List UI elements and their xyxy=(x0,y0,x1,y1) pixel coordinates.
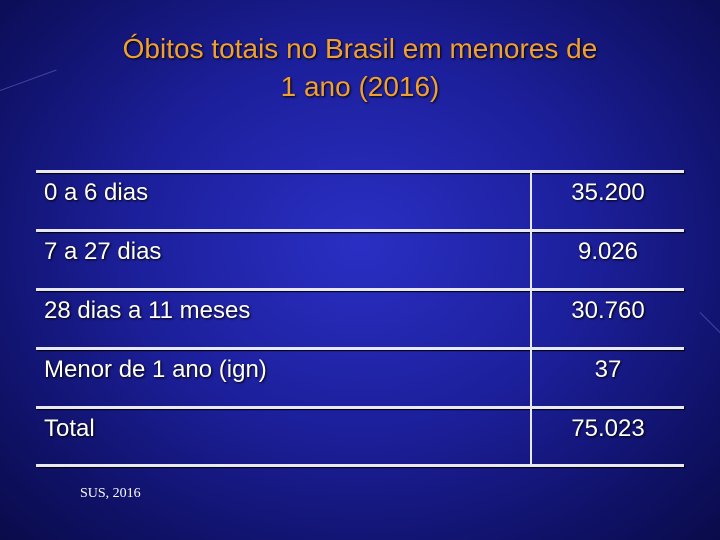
table-rule xyxy=(36,406,684,409)
row-value: 37 xyxy=(594,356,622,383)
table-column-divider xyxy=(530,170,532,465)
row-value: 9.026 xyxy=(577,238,639,265)
row-label: 7 a 27 dias xyxy=(44,238,162,265)
table-rule xyxy=(36,288,684,291)
source-note: SUS, 2016 xyxy=(80,486,141,501)
row-label: Menor de 1 ano (ign) xyxy=(44,356,267,383)
table-row: 28 dias a 11 meses 30.760 xyxy=(36,288,684,347)
row-value: 35.200 xyxy=(571,179,645,206)
row-value: 75.023 xyxy=(571,415,645,442)
slide-title: Óbitos totais no Brasil em menores de 1 … xyxy=(40,30,680,106)
table-row: Menor de 1 ano (ign) 37 xyxy=(36,347,684,406)
title-line-1: Óbitos totais no Brasil em menores de xyxy=(122,33,598,64)
title-line-2: 1 ano (2016) xyxy=(280,71,440,102)
table-rule xyxy=(36,464,684,467)
row-label: 28 dias a 11 meses xyxy=(44,297,251,324)
table-row: 7 a 27 dias 9.026 xyxy=(36,229,684,288)
row-value: 30.760 xyxy=(571,297,645,324)
row-label: Total xyxy=(44,415,95,442)
table-row: 0 a 6 dias 35.200 xyxy=(36,170,684,229)
table-rule xyxy=(36,347,684,350)
table-row: Total 75.023 xyxy=(36,406,684,465)
background-streak xyxy=(699,312,720,342)
table-rule xyxy=(36,170,684,173)
data-table: 0 a 6 dias 35.200 7 a 27 dias 9.026 28 d… xyxy=(36,170,684,465)
table-rule xyxy=(36,229,684,232)
row-label: 0 a 6 dias xyxy=(44,179,149,206)
